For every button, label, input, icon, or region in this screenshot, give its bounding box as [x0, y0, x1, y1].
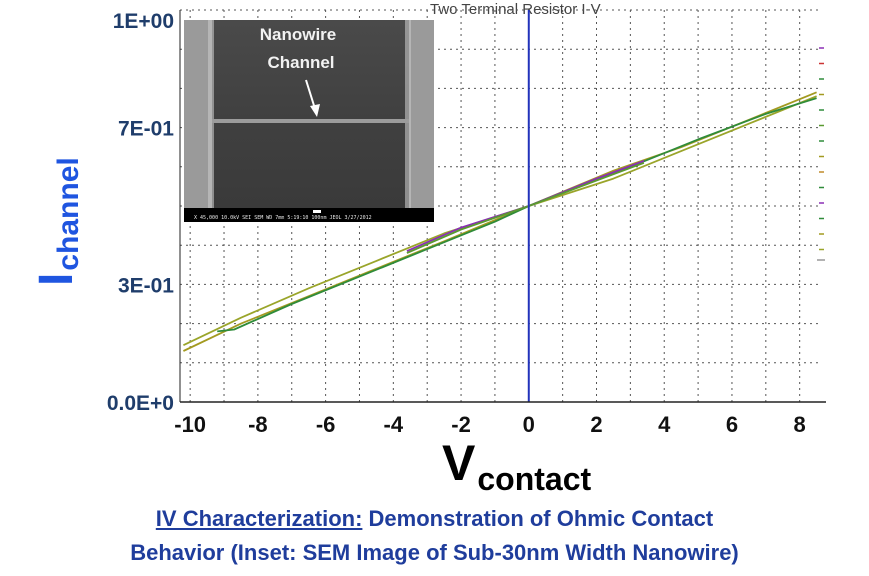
caption-line1-rest: Demonstration of Ohmic Contact: [362, 506, 714, 531]
x-tick-labels: -10 -8 -6 -4 -2 0 2 4 6 8: [174, 412, 806, 437]
svg-text:Ichannel: Ichannel: [30, 157, 85, 286]
x-tick-label: -2: [451, 412, 471, 437]
iv-chart: Two Terminal Resistor I-V -10 -8 -6 -4 -2 0 2 4…: [30, 1, 826, 497]
y-axis-label-main: I: [30, 273, 83, 286]
x-axis-label-main: V: [442, 435, 476, 491]
inset-right-edge: [405, 20, 411, 208]
inset-nanowire: [212, 119, 409, 123]
caption-lead: IV Characterization:: [155, 506, 363, 531]
x-tick-label: 8: [794, 412, 806, 437]
sem-inset: Nanowire Channel X 45,000 10.0kV SEI SEM…: [184, 20, 434, 222]
axes: [179, 10, 826, 403]
inset-info-bar: [184, 208, 434, 222]
inset-info-text: X 45,000 10.0kV SEI SEM WD 7mm 5:19:10 1…: [194, 215, 372, 221]
inset-left-edge: [208, 20, 214, 208]
x-tick-label: -6: [316, 412, 336, 437]
y-tick-label: 7E-01: [118, 118, 174, 141]
x-tick-label: 4: [658, 412, 671, 437]
inset-label-line2: Channel: [267, 53, 334, 72]
inset-left-electrode: [184, 20, 212, 208]
inset-scale-bar: [313, 210, 321, 213]
inset-arrow-head: [310, 104, 320, 117]
y-tick-label: 1E+00: [113, 10, 174, 33]
panel-title: Two Terminal Resistor I-V: [430, 1, 601, 18]
series-group: [183, 91, 817, 352]
series-line: [406, 162, 645, 254]
x-axis-label: Vcontact: [442, 435, 592, 497]
caption-line2: Behavior (Inset: SEM Image of Sub-30nm W…: [130, 540, 739, 565]
y-axis-label: Ichannel: [30, 157, 85, 286]
x-tick-label: 0: [523, 412, 535, 437]
y-tick-label: 3E-01: [118, 274, 174, 297]
legend-strip: [817, 47, 825, 261]
svg-text:Vcontact: Vcontact: [442, 435, 592, 497]
y-axis-label-sub: channel: [52, 157, 85, 270]
x-tick-label: 2: [590, 412, 602, 437]
caption-line1: IV Characterization: Demonstration of Oh…: [0, 502, 869, 536]
series-line: [217, 97, 817, 333]
x-tick-label: -8: [248, 412, 268, 437]
y-tick-label: 0.0E+0: [107, 392, 174, 415]
figure-caption: IV Characterization: Demonstration of Oh…: [0, 502, 869, 570]
x-axis-label-sub: contact: [477, 461, 591, 497]
y-tick-labels: 0.0E+0 3E-01 7E-01 1E+00: [107, 10, 174, 415]
inset-right-electrode: [409, 20, 434, 208]
x-tick-label: -4: [384, 412, 404, 437]
grid: [180, 9, 820, 402]
inset-label-line1: Nanowire: [260, 25, 337, 44]
x-tick-label: 6: [726, 412, 738, 437]
x-tick-label: -10: [174, 412, 206, 437]
